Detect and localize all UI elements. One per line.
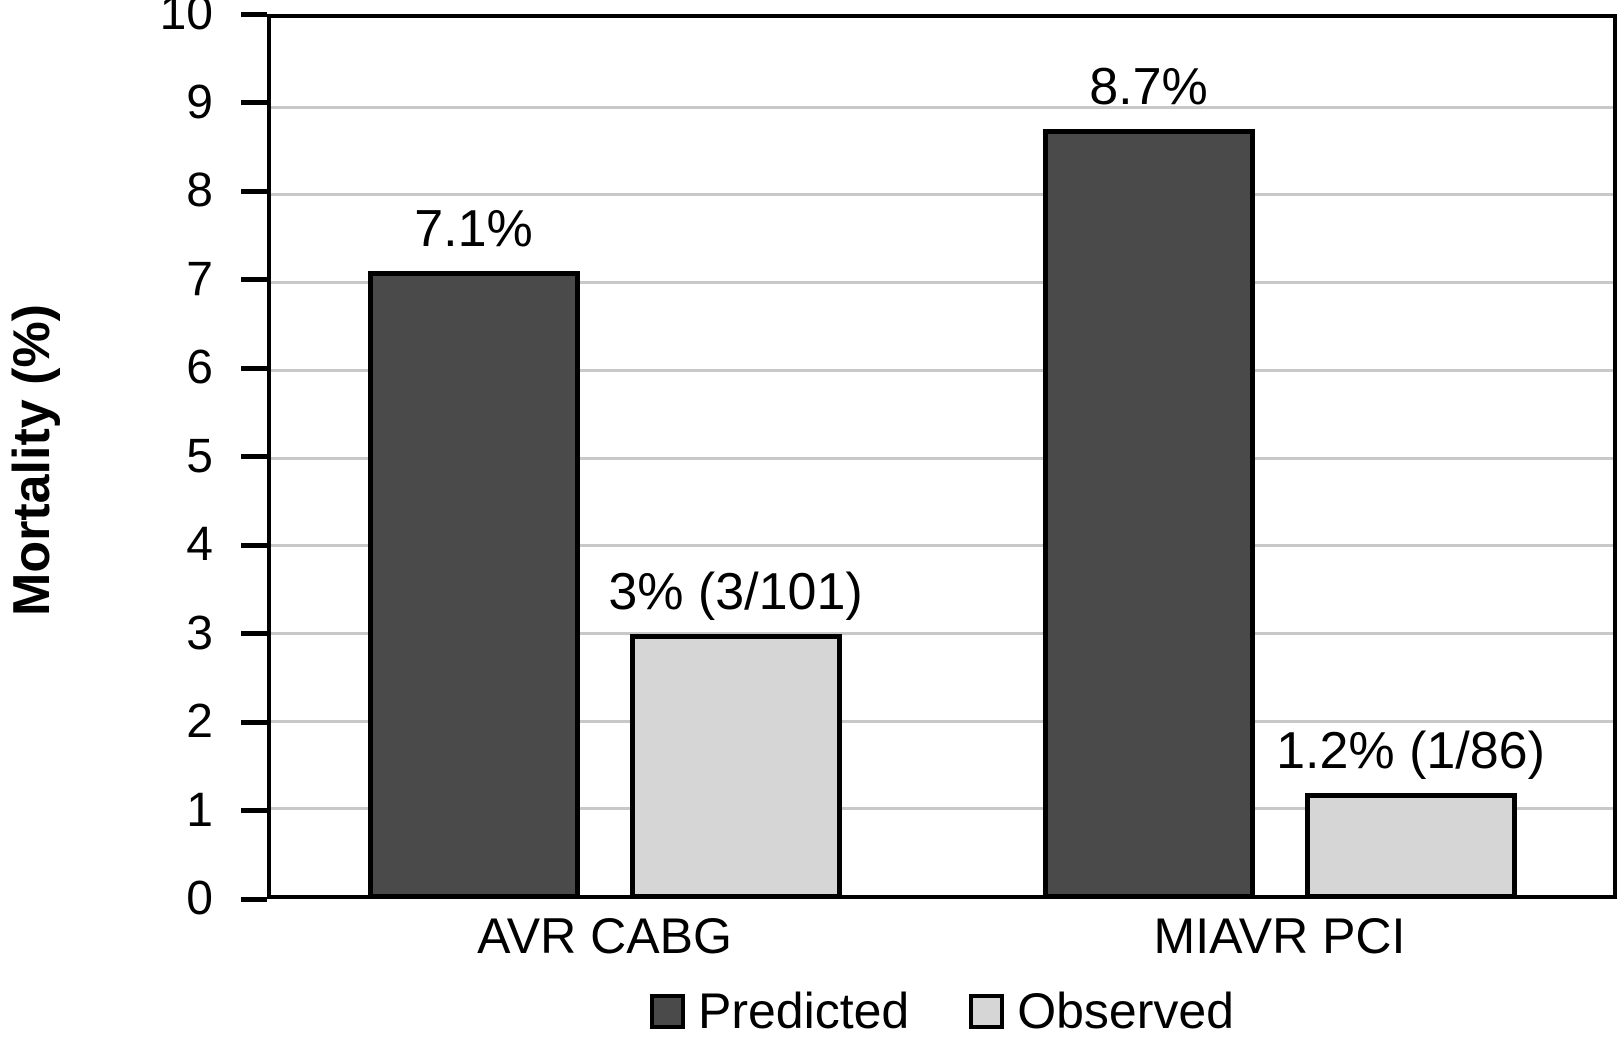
gridline xyxy=(271,193,1613,197)
legend-item-predicted: Predicted xyxy=(649,983,910,1039)
gridline xyxy=(271,544,1613,548)
y-tick-label: 6 xyxy=(186,341,213,394)
y-tick xyxy=(241,365,267,371)
legend-item-observed: Observed xyxy=(969,985,1234,1037)
y-tick xyxy=(241,719,267,725)
y-tick xyxy=(241,542,267,548)
gridline xyxy=(271,281,1613,285)
bar-value-label: 8.7% xyxy=(1089,58,1208,117)
gridline xyxy=(271,105,1613,109)
legend-label: Predicted xyxy=(697,983,910,1039)
y-tick xyxy=(241,100,267,105)
y-tick-label: 7 xyxy=(186,252,213,306)
x-category-label: MIAVR PCI xyxy=(1153,908,1406,964)
y-tick-label: 1 xyxy=(186,783,213,837)
bar-value-label: 1.2% (1/86) xyxy=(1276,721,1545,780)
legend-swatch-observed xyxy=(969,993,1005,1029)
y-tick xyxy=(241,277,267,282)
bar-predicted-avr-cabg xyxy=(367,270,580,899)
y-tick xyxy=(241,896,267,902)
gridline xyxy=(271,456,1613,460)
y-tick xyxy=(241,11,267,17)
y-tick xyxy=(241,631,267,636)
y-tick-label: 9 xyxy=(186,75,213,129)
y-tick-label: 4 xyxy=(186,518,213,571)
y-tick xyxy=(241,188,267,194)
legend-swatch-predicted xyxy=(649,993,685,1029)
y-tick-label: 3 xyxy=(186,606,213,660)
y-tick-label: 2 xyxy=(186,695,213,748)
bar-value-label: 3% (3/101) xyxy=(608,562,863,621)
y-tick-label: 8 xyxy=(186,164,213,217)
x-category-label: AVR CABG xyxy=(477,908,732,964)
legend-label: Observed xyxy=(1017,983,1234,1039)
y-tick xyxy=(241,808,267,813)
gridline xyxy=(271,719,1613,723)
y-tick-label: 10 xyxy=(159,0,213,40)
bar-predicted-miavr-pci xyxy=(1042,129,1255,899)
bar-observed-miavr-pci xyxy=(1304,792,1517,899)
y-tick-label: 5 xyxy=(186,429,213,483)
gridline xyxy=(271,631,1613,635)
gridline xyxy=(271,368,1613,372)
bar-value-label: 7.1% xyxy=(414,199,533,258)
gridline xyxy=(271,807,1613,811)
y-tick xyxy=(241,454,267,459)
bar-observed-avr-cabg xyxy=(629,633,842,899)
y-tick-label: 0 xyxy=(186,872,213,925)
legend: Predicted Observed xyxy=(267,985,1617,1037)
